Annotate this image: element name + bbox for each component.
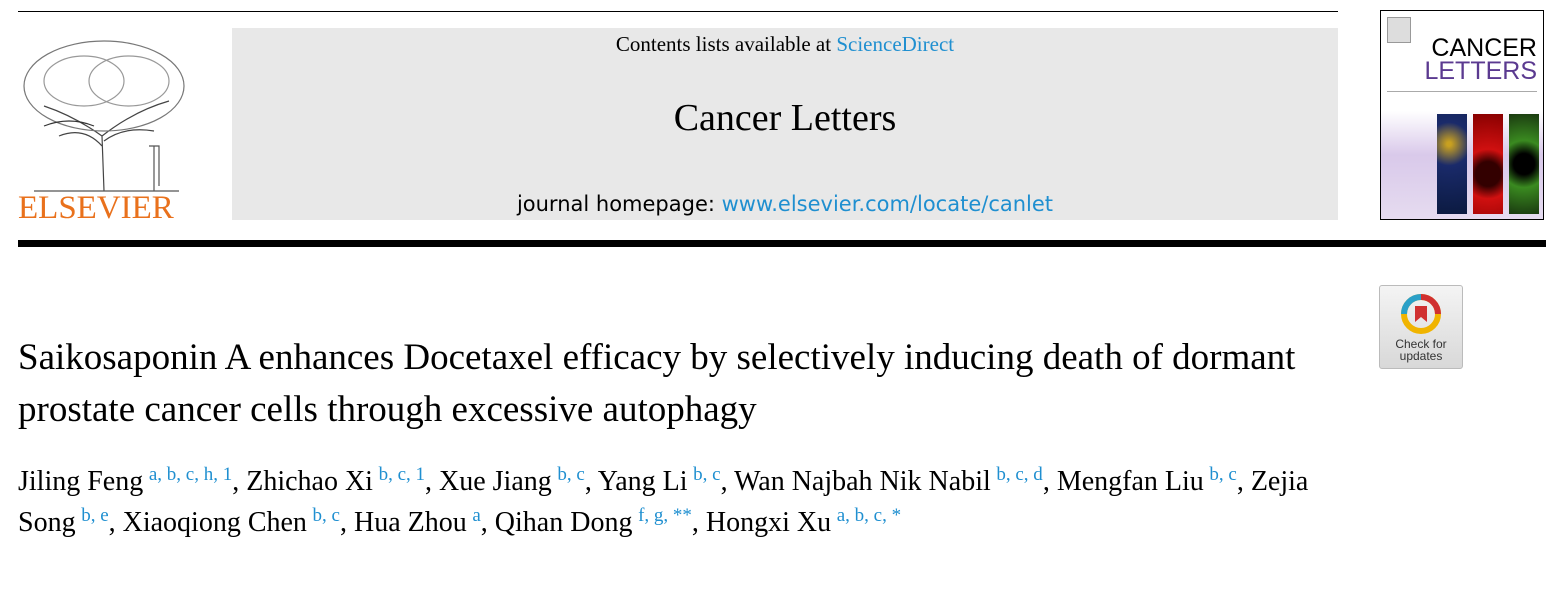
cover-title-line1: CANCER: [1431, 34, 1537, 62]
author: Wan Najbah Nik Nabil b, c, d,: [734, 464, 1057, 497]
article-title: Saikosaponin A enhances Docetaxel effica…: [18, 337, 1296, 430]
author: Qihan Dong f, g, **,: [494, 504, 706, 538]
author-name: Yang Li: [597, 466, 688, 497]
author-affiliation-link[interactable]: a, b, c, h, 1: [148, 464, 233, 485]
author-affiliation-link[interactable]: b, c, d: [996, 464, 1043, 485]
author-affiliation-link[interactable]: b, c: [693, 464, 721, 485]
author: Xiaoqiong Chen b, c,: [122, 504, 354, 538]
author: Zhichao Xi b, c, 1,: [246, 464, 440, 497]
author-affiliation-link[interactable]: f, g, **: [638, 504, 692, 526]
author-name: Wan Najbah Nik Nabil: [734, 466, 991, 497]
cover-image-green: [1509, 114, 1539, 214]
author-name: Zhichao Xi: [246, 466, 373, 497]
author-name: Hua Zhou: [353, 506, 467, 538]
journal-banner: Contents lists available at ScienceDirec…: [232, 28, 1338, 220]
author-name: Qihan Dong: [494, 506, 633, 538]
journal-cover-image[interactable]: CANCER LETTERS: [1380, 10, 1544, 220]
cover-logo: [1387, 17, 1411, 43]
author-name: Xue Jiang: [439, 466, 552, 497]
elsevier-wordmark: ELSEVIER: [18, 190, 174, 226]
author: Yang Li b, c,: [597, 464, 735, 497]
homepage-line: journal homepage: www.elsevier.com/locat…: [232, 192, 1338, 216]
author-affiliation-link[interactable]: b, c, 1: [378, 464, 426, 485]
contents-prefix: Contents lists available at: [615, 32, 837, 56]
homepage-prefix: journal homepage:: [516, 192, 722, 216]
author-affiliation-link[interactable]: a: [472, 504, 481, 526]
author-name: Xiaoqiong Chen: [122, 506, 307, 538]
check-for-updates-button[interactable]: Check for updates: [1379, 285, 1463, 369]
author-name: Jiling Feng: [18, 466, 144, 497]
author: Jiling Feng a, b, c, h, 1,: [18, 464, 247, 497]
top-rule: [18, 11, 1338, 12]
header-thick-rule: [18, 240, 1546, 247]
author-name: Hongxi Xu: [705, 506, 832, 538]
author: Mengfan Liu b, c,: [1056, 464, 1251, 497]
cover-title: CANCER LETTERS: [1381, 34, 1537, 85]
author-affiliation-link[interactable]: b, e: [81, 504, 109, 526]
author-name: Zejia Song: [18, 466, 1309, 538]
author: Xue Jiang b, c,: [439, 464, 598, 497]
author-list: Jiling Feng a, b, c, h, 1, Zhichao Xi b,…: [18, 463, 1358, 544]
author-affiliation-link[interactable]: b, c: [557, 464, 585, 485]
cover-title-line2: LETTERS: [1424, 57, 1537, 85]
author: Zejia Song b, e,: [18, 466, 1309, 538]
author-name: Mengfan Liu: [1056, 466, 1204, 497]
author-affiliation-link[interactable]: a, b, c, *: [836, 504, 902, 526]
author-affiliation-link[interactable]: b, c: [1209, 464, 1237, 485]
cover-image-red: [1473, 114, 1503, 214]
author: Hua Zhou a,: [353, 504, 495, 538]
elsevier-tree-logo: [23, 40, 185, 192]
journal-title: Cancer Letters: [673, 97, 897, 139]
contents-line: Contents lists available at ScienceDirec…: [232, 32, 1338, 57]
check-updates-label: Check for updates: [1395, 337, 1447, 363]
homepage-link[interactable]: www.elsevier.com/locate/canlet: [721, 192, 1054, 216]
check-updates-icon: [1401, 294, 1441, 334]
cover-image-blue: [1437, 114, 1467, 214]
author-affiliation-link[interactable]: b, c: [312, 504, 340, 526]
sciencedirect-link[interactable]: ScienceDirect: [836, 32, 955, 56]
author: Hongxi Xu a, b, c, *: [705, 504, 902, 538]
cover-divider: [1387, 91, 1537, 92]
